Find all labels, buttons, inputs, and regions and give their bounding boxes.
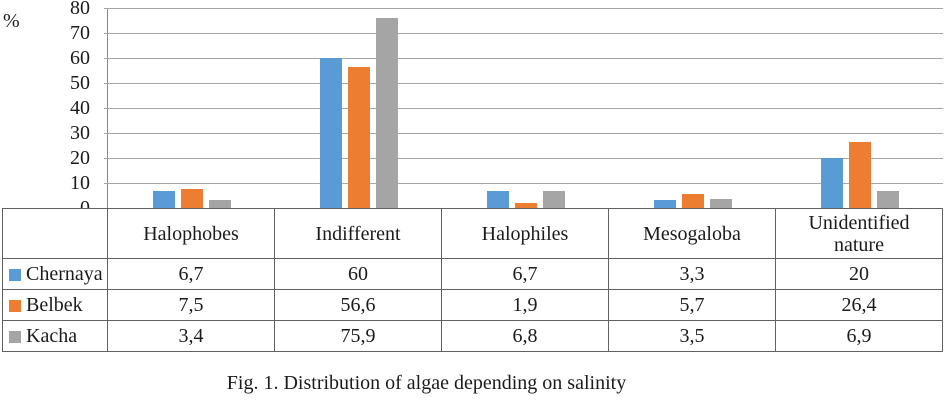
table-corner-cell: [2, 208, 108, 259]
y-tick-label: 30: [70, 122, 90, 144]
y-tick-label: 20: [70, 147, 90, 169]
category-header-cell: Halophobes: [107, 208, 275, 259]
value-cell: 7,5: [107, 289, 275, 321]
series-name-label: Chernaya: [26, 262, 103, 285]
gridline: [104, 158, 943, 159]
value-cell: 6,7: [441, 258, 609, 290]
value-cell: 6,7: [107, 258, 275, 290]
gridline: [104, 108, 943, 109]
gridline: [104, 83, 943, 84]
bar-belbek-3: [681, 193, 704, 208]
value-cell: 6,8: [441, 320, 609, 352]
series-row-kacha: Kacha 3,4 75,9 6,8 3,5 6,9: [2, 320, 943, 352]
bar-chernaya-0: [152, 191, 175, 208]
value-cell: 60: [274, 258, 442, 290]
series-row-chernaya: Chernaya 6,7 60 6,7 3,3 20: [2, 258, 943, 290]
gridline: [104, 133, 943, 134]
category-label: Halophiles: [481, 222, 569, 245]
legend-swatch-icon: [9, 268, 21, 281]
bar-belbek-1: [347, 66, 370, 208]
y-tick-label: 80: [70, 0, 90, 19]
bar-chernaya-2: [486, 191, 509, 208]
bar-belbek-4: [848, 142, 871, 208]
series-name-label: Kacha: [26, 324, 78, 347]
plot-area: [104, 8, 943, 209]
bar-kacha-0: [208, 199, 231, 208]
gridline: [104, 8, 943, 9]
category-header-cell: Mesogaloba: [608, 208, 776, 259]
category-header-cell: Indifferent: [274, 208, 442, 259]
bar-chernaya-4: [820, 158, 843, 208]
y-tick-label: 70: [70, 22, 90, 44]
category-label: Indifferent: [315, 222, 401, 245]
figure-caption: Fig. 1. Distribution of algae depending …: [226, 372, 627, 394]
y-axis-unit-label: %: [3, 10, 20, 32]
bar-kacha-3: [709, 199, 732, 208]
value-cell: 3,4: [107, 320, 275, 352]
series-name-label: Belbek: [26, 293, 83, 316]
y-tick-label: 40: [70, 97, 90, 119]
bar-kacha-4: [876, 190, 899, 208]
series-row-belbek: Belbek 7,5 56,6 1,9 5,7 26,4: [2, 289, 943, 321]
category-label: Unidentified nature: [808, 211, 910, 256]
bar-belbek-0: [180, 189, 203, 208]
value-cell: 1,9: [441, 289, 609, 321]
category-label: Halophobes: [143, 222, 239, 245]
value-cell: 20: [775, 258, 943, 290]
y-tick-label: 60: [70, 47, 90, 69]
value-cell: 56,6: [274, 289, 442, 321]
category-header-cell: Halophiles: [441, 208, 609, 259]
value-cell: 26,4: [775, 289, 943, 321]
gridline: [104, 183, 943, 184]
y-tick-label: 10: [70, 172, 90, 194]
y-tick-label: 50: [70, 72, 90, 94]
series-name-cell: Belbek: [2, 289, 108, 321]
series-name-cell: Kacha: [2, 320, 108, 352]
series-name-cell: Chernaya: [2, 258, 108, 290]
legend-swatch-icon: [9, 330, 21, 343]
bar-chernaya-3: [653, 199, 676, 208]
value-cell: 3,3: [608, 258, 776, 290]
value-cell: 3,5: [608, 320, 776, 352]
bar-kacha-2: [542, 191, 565, 208]
category-header-cell: Unidentified nature: [775, 208, 943, 259]
category-header-row: Halophobes Indifferent Halophiles Mesogalob…: [2, 208, 943, 259]
gridline: [104, 33, 943, 34]
bar-belbek-2: [514, 203, 537, 208]
gridline: [104, 58, 943, 59]
bar-kacha-1: [375, 18, 398, 208]
value-cell: 75,9: [274, 320, 442, 352]
value-cell: 6,9: [775, 320, 943, 352]
legend-swatch-icon: [9, 299, 21, 312]
value-cell: 5,7: [608, 289, 776, 321]
bar-chernaya-1: [319, 58, 342, 208]
category-label: Mesogaloba: [643, 222, 741, 245]
data-table: Halophobes Indifferent Halophiles Mesogalob…: [2, 208, 943, 352]
